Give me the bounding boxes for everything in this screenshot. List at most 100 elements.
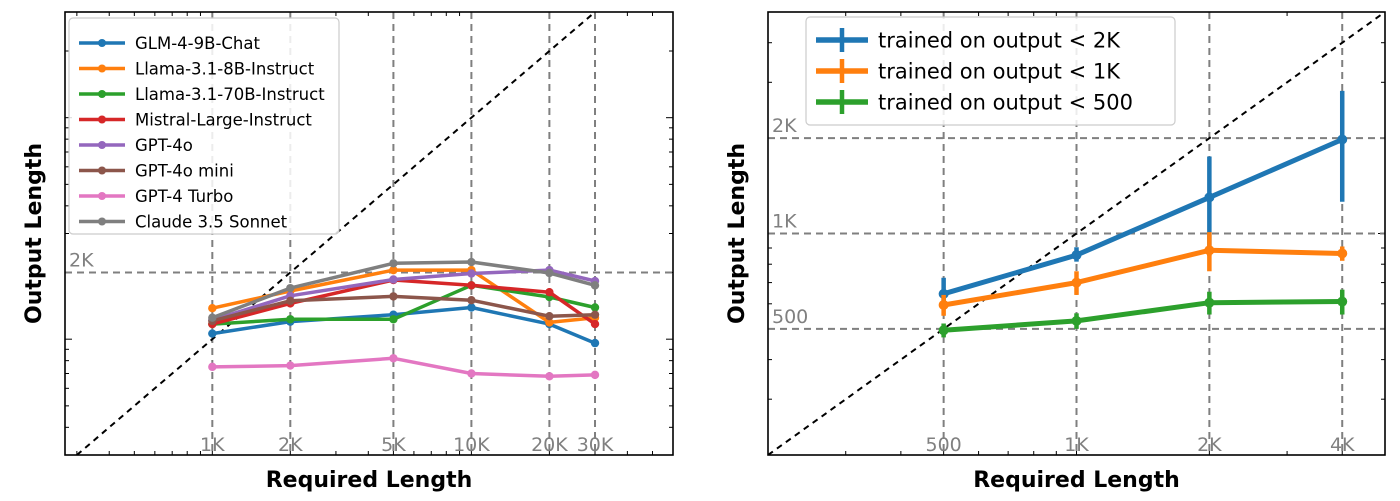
legend-item: Mistral-Large-Instruct [79, 110, 312, 129]
data-point [467, 257, 476, 267]
legend-label: GPT-4o [135, 136, 193, 155]
data-point [545, 287, 554, 297]
data-point [1337, 296, 1348, 307]
y-axis-title: Output Length [22, 143, 47, 324]
data-point [590, 370, 600, 380]
series-trained-on-output-1k [938, 232, 1348, 316]
data-point [1071, 315, 1082, 326]
data-point [1204, 192, 1215, 203]
x-tick-label: 4K [1330, 434, 1355, 456]
plot-frame [64, 11, 674, 456]
series-line [211, 294, 596, 323]
series-line [211, 278, 597, 326]
legend-box [68, 17, 340, 235]
legend-item: GPT-4o [79, 136, 193, 155]
data-point [938, 299, 949, 310]
legend-item: GPT-4 Turbo [79, 187, 233, 206]
data-point [1204, 297, 1215, 308]
data-point [467, 369, 476, 378]
legend-item: GPT-4o mini [79, 161, 234, 180]
data-point [389, 259, 398, 268]
y-axis-title: Output Length [725, 143, 750, 324]
x-tick-label: 1K [200, 434, 225, 456]
data-point [286, 283, 295, 293]
series-trained-on-output-500 [938, 289, 1348, 338]
legend-marker [98, 64, 106, 73]
y-tick-label: 500 [772, 306, 808, 328]
series-gpt-4-turbo [208, 354, 600, 381]
chart-panel-1: 1K 2K 5K 10K 20K 30K 2K Required Length Output L… [22, 11, 674, 493]
data-point [545, 311, 554, 321]
legend-marker [98, 115, 106, 124]
data-point [938, 288, 949, 299]
legend-marker [98, 39, 106, 47]
data-point [208, 303, 217, 313]
y-tick-label: 2K [772, 115, 797, 137]
legend-marker [98, 141, 106, 149]
x-tick-label: 2K [278, 434, 303, 456]
data-point [208, 362, 217, 372]
legend-box [805, 16, 1176, 126]
legend-label: Mistral-Large-Instruct [135, 110, 312, 129]
x-tick-label: 30K [577, 434, 614, 456]
legend-label: trained on output < 2K [878, 29, 1121, 53]
data-point [467, 295, 476, 305]
x-tick-label: 10K [453, 434, 490, 456]
series-line [211, 260, 596, 320]
data-point [1337, 134, 1348, 145]
x-axis-title: Required Length [266, 468, 473, 493]
data-point [467, 269, 476, 278]
legend-label: GLM-4-9B-Chat [135, 34, 260, 53]
data-point [545, 372, 554, 381]
legend-marker [98, 217, 106, 226]
legend-marker [98, 166, 106, 175]
legend-item: Llama-3.1-8B-Instruct [79, 59, 315, 78]
data-point [389, 275, 398, 284]
data-point [1071, 277, 1082, 288]
data-point [208, 313, 217, 322]
legend-label: Claude 3.5 Sonnet [135, 212, 288, 231]
legend-label: trained on output < 1K [878, 60, 1121, 84]
series-claude-3-5-sonnet [208, 257, 600, 322]
legend: trained on output < 2K trained on output … [805, 16, 1176, 126]
legend: GLM-4-9B-Chat Llama-3.1-8B-Instruct Llama-… [68, 17, 340, 235]
data-point [590, 303, 600, 312]
series-line [942, 137, 1344, 297]
data-point [467, 303, 476, 312]
x-tick-label: 2K [1197, 434, 1222, 456]
plot-frame [767, 11, 1386, 456]
legend-item: trained on output < 500 [816, 90, 1133, 115]
legend-label: trained on output < 500 [878, 91, 1133, 115]
legend-item: trained on output < 1K [816, 59, 1121, 84]
y-tick-label: 1K [772, 211, 797, 233]
legend-item: Llama-3.1-70B-Instruct [79, 85, 325, 104]
legend-marker [98, 90, 106, 98]
x-tick-label: 500 [926, 434, 962, 456]
data-point [590, 338, 600, 348]
data-point [1337, 248, 1348, 259]
diagonal-reference-line [76, 12, 596, 455]
data-point [286, 315, 295, 324]
data-point [590, 281, 600, 290]
diagonal-reference-line [768, 12, 1385, 455]
legend-item: trained on output < 2K [816, 28, 1121, 53]
x-tick-label: 20K [531, 434, 568, 456]
y-tick-label: 2K [69, 250, 94, 272]
x-tick-label: 5K [381, 434, 406, 456]
legend-label: Llama-3.1-70B-Instruct [135, 85, 325, 104]
x-axis-title: Required Length [973, 468, 1180, 493]
legend-item: GLM-4-9B-Chat [79, 34, 260, 53]
data-point [545, 318, 554, 327]
series-line [943, 299, 1343, 333]
data-point [389, 265, 398, 275]
data-point [545, 268, 554, 278]
data-point [467, 281, 476, 290]
data-point [1071, 250, 1082, 261]
data-point [938, 325, 949, 336]
data-point [590, 310, 600, 319]
data-point [286, 361, 295, 370]
series-line [212, 305, 596, 345]
data-point [389, 354, 398, 363]
data-point [389, 292, 398, 301]
